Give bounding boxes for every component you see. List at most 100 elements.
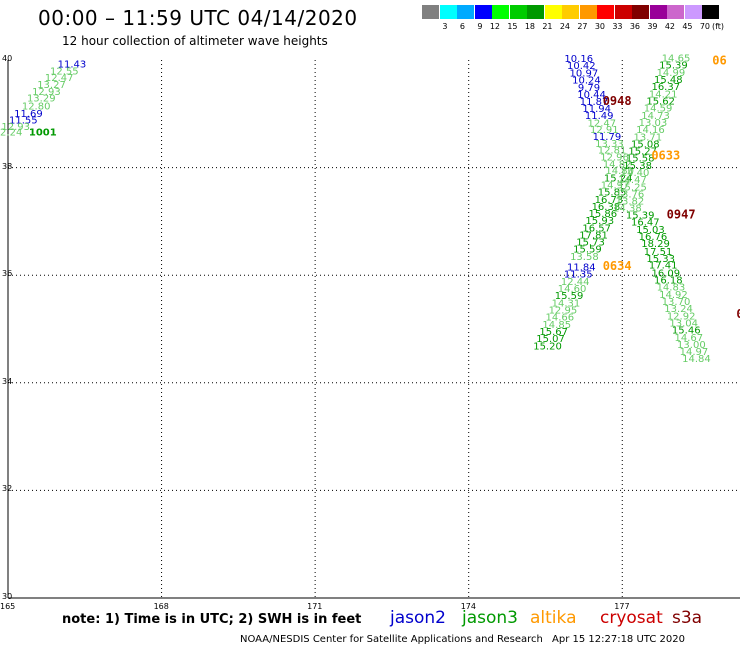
colorbar-swatch — [597, 5, 614, 19]
footnote: note: 1) Time is in UTC; 2) SWH is in fe… — [62, 612, 362, 627]
swh-value: 17.51 — [644, 247, 673, 258]
swh-value: 15.62 — [646, 97, 675, 108]
colorbar-label: 3 — [442, 22, 448, 31]
colorbar-swatch — [474, 5, 492, 19]
swh-value: 14.65 — [662, 54, 691, 65]
swh-value: 12.81 — [598, 146, 627, 157]
swh-value: 15.67 — [539, 327, 568, 338]
colorbar-swatch — [509, 5, 527, 19]
colorbar-swatch — [492, 5, 509, 19]
swh-value: 9.79 — [578, 83, 600, 94]
swh-value: 13.33 — [595, 139, 624, 150]
satellite-legend-item: altika — [530, 608, 577, 628]
swh-value: 14.83 — [657, 282, 686, 293]
swh-value: 17.81 — [579, 231, 608, 242]
colorbar-swatch — [527, 5, 544, 19]
swh-value: 15.85 — [598, 188, 627, 199]
swh-value: 14.84 — [682, 354, 711, 365]
swh-value: 12.91 — [590, 125, 619, 136]
swh-value: 12.92 — [667, 311, 696, 322]
y-tick-label: 34 — [2, 376, 13, 386]
swh-value: 16.47 — [631, 218, 660, 229]
swh-value: 1001 — [29, 127, 57, 138]
map-subtitle: 12 hour collection of altimeter wave hei… — [62, 34, 328, 48]
colorbar-label: 18 — [524, 22, 535, 31]
swh-value: 15.08 — [631, 140, 660, 151]
colorbar-label: 36 — [629, 22, 640, 31]
swh-value: 12.44 — [561, 277, 590, 288]
swh-value: 10.24 — [572, 76, 601, 87]
colorbar-swatch — [579, 5, 597, 19]
swh-value: 15.03 — [636, 225, 665, 236]
swh-value: 13.70 — [662, 297, 691, 308]
swh-value: 14.31 — [552, 298, 581, 309]
swh-value: 13.03 — [639, 118, 668, 129]
swh-value: 16.37 — [651, 82, 680, 93]
swh-value: 11.43 — [58, 60, 87, 71]
y-tick-label: 32 — [2, 484, 13, 494]
colorbar-swatch — [544, 5, 562, 19]
colorbar-swatch — [684, 5, 702, 19]
swh-value: 12.47 — [587, 119, 616, 130]
swh-value: 10.16 — [564, 54, 593, 65]
swh-value: 15.25 — [618, 183, 647, 194]
swh-value: 14.66 — [545, 312, 574, 323]
swh-value: 15.39 — [659, 61, 688, 72]
swh-value: 12.47 — [45, 73, 74, 84]
swh-value: 16.09 — [651, 268, 680, 279]
colorbar-swatch — [649, 5, 667, 19]
swh-value: 15.59 — [555, 291, 584, 302]
swh-value: 14.21 — [649, 90, 678, 101]
swh-value: 15.46 — [672, 325, 701, 336]
swh-value: 15.58 — [626, 154, 655, 165]
x-tick-label: 171 — [307, 602, 323, 611]
x-tick-label: 177 — [614, 602, 630, 611]
colorbar-label: 42 — [664, 22, 675, 31]
pass-time-label: 0633 — [651, 149, 680, 163]
swh-value: 15.20 — [533, 341, 562, 352]
swh-value: 13.24 — [664, 304, 693, 315]
swh-value: 14.40 — [621, 168, 650, 179]
swh-value: 12.95 — [549, 305, 578, 316]
swh-value: 12.93 — [1, 122, 30, 133]
swh-value: 14.85 — [542, 320, 571, 331]
swh-value: 14.99 — [657, 68, 686, 79]
colorbar-swatch — [667, 5, 684, 19]
x-tick-label: 165 — [0, 602, 16, 611]
pass-time-label: 0948 — [603, 94, 632, 108]
colorbar-label: 6 — [459, 22, 465, 31]
swh-value: 14.60 — [558, 284, 587, 295]
swh-value: 12.24 — [0, 127, 22, 138]
swh-value: 13.00 — [677, 340, 706, 351]
satellite-legend-item: s3a — [672, 608, 703, 628]
swh-value: 18.29 — [641, 239, 670, 250]
pass-time-label: 0634 — [603, 259, 632, 273]
colorbar-label: 9 — [477, 22, 483, 31]
swh-value: 16.57 — [582, 224, 611, 235]
timestamp: Apr 15 12:27:18 UTC 2020 — [552, 634, 685, 645]
colorbar-label: 45 — [682, 22, 693, 31]
swh-value: 14.97 — [680, 347, 709, 358]
pass-time-label: 06 — [712, 53, 726, 67]
swh-value: 14.47 — [618, 175, 647, 186]
swh-value: 14.80 — [605, 166, 634, 177]
swh-value: 15.33 — [646, 254, 675, 265]
map-title: 00:00 – 11:59 UTC 04/14/2020 — [38, 6, 358, 30]
x-tick-label: 168 — [153, 602, 169, 611]
swh-value: 15.07 — [536, 334, 565, 345]
swh-value: 14.92 — [659, 290, 688, 301]
swh-value: 15.48 — [654, 75, 683, 86]
swh-value: 11.35 — [564, 269, 593, 280]
swh-value: 15.86 — [588, 209, 617, 220]
swh-value: 15.24 — [604, 174, 633, 185]
swh-value: 10.42 — [567, 61, 596, 72]
colorbar-swatch — [702, 5, 719, 19]
swh-value: 14.67 — [674, 333, 703, 344]
colorbar-label: 70 — [699, 22, 710, 31]
swh-value: 11.94 — [582, 104, 611, 115]
swh-value: 13.71 — [634, 133, 663, 144]
swh-value: 13.04 — [669, 318, 698, 329]
colorbar-label: 21 — [542, 22, 553, 31]
swh-value: 13.82 — [616, 197, 645, 208]
y-tick-label: 38 — [2, 161, 13, 171]
